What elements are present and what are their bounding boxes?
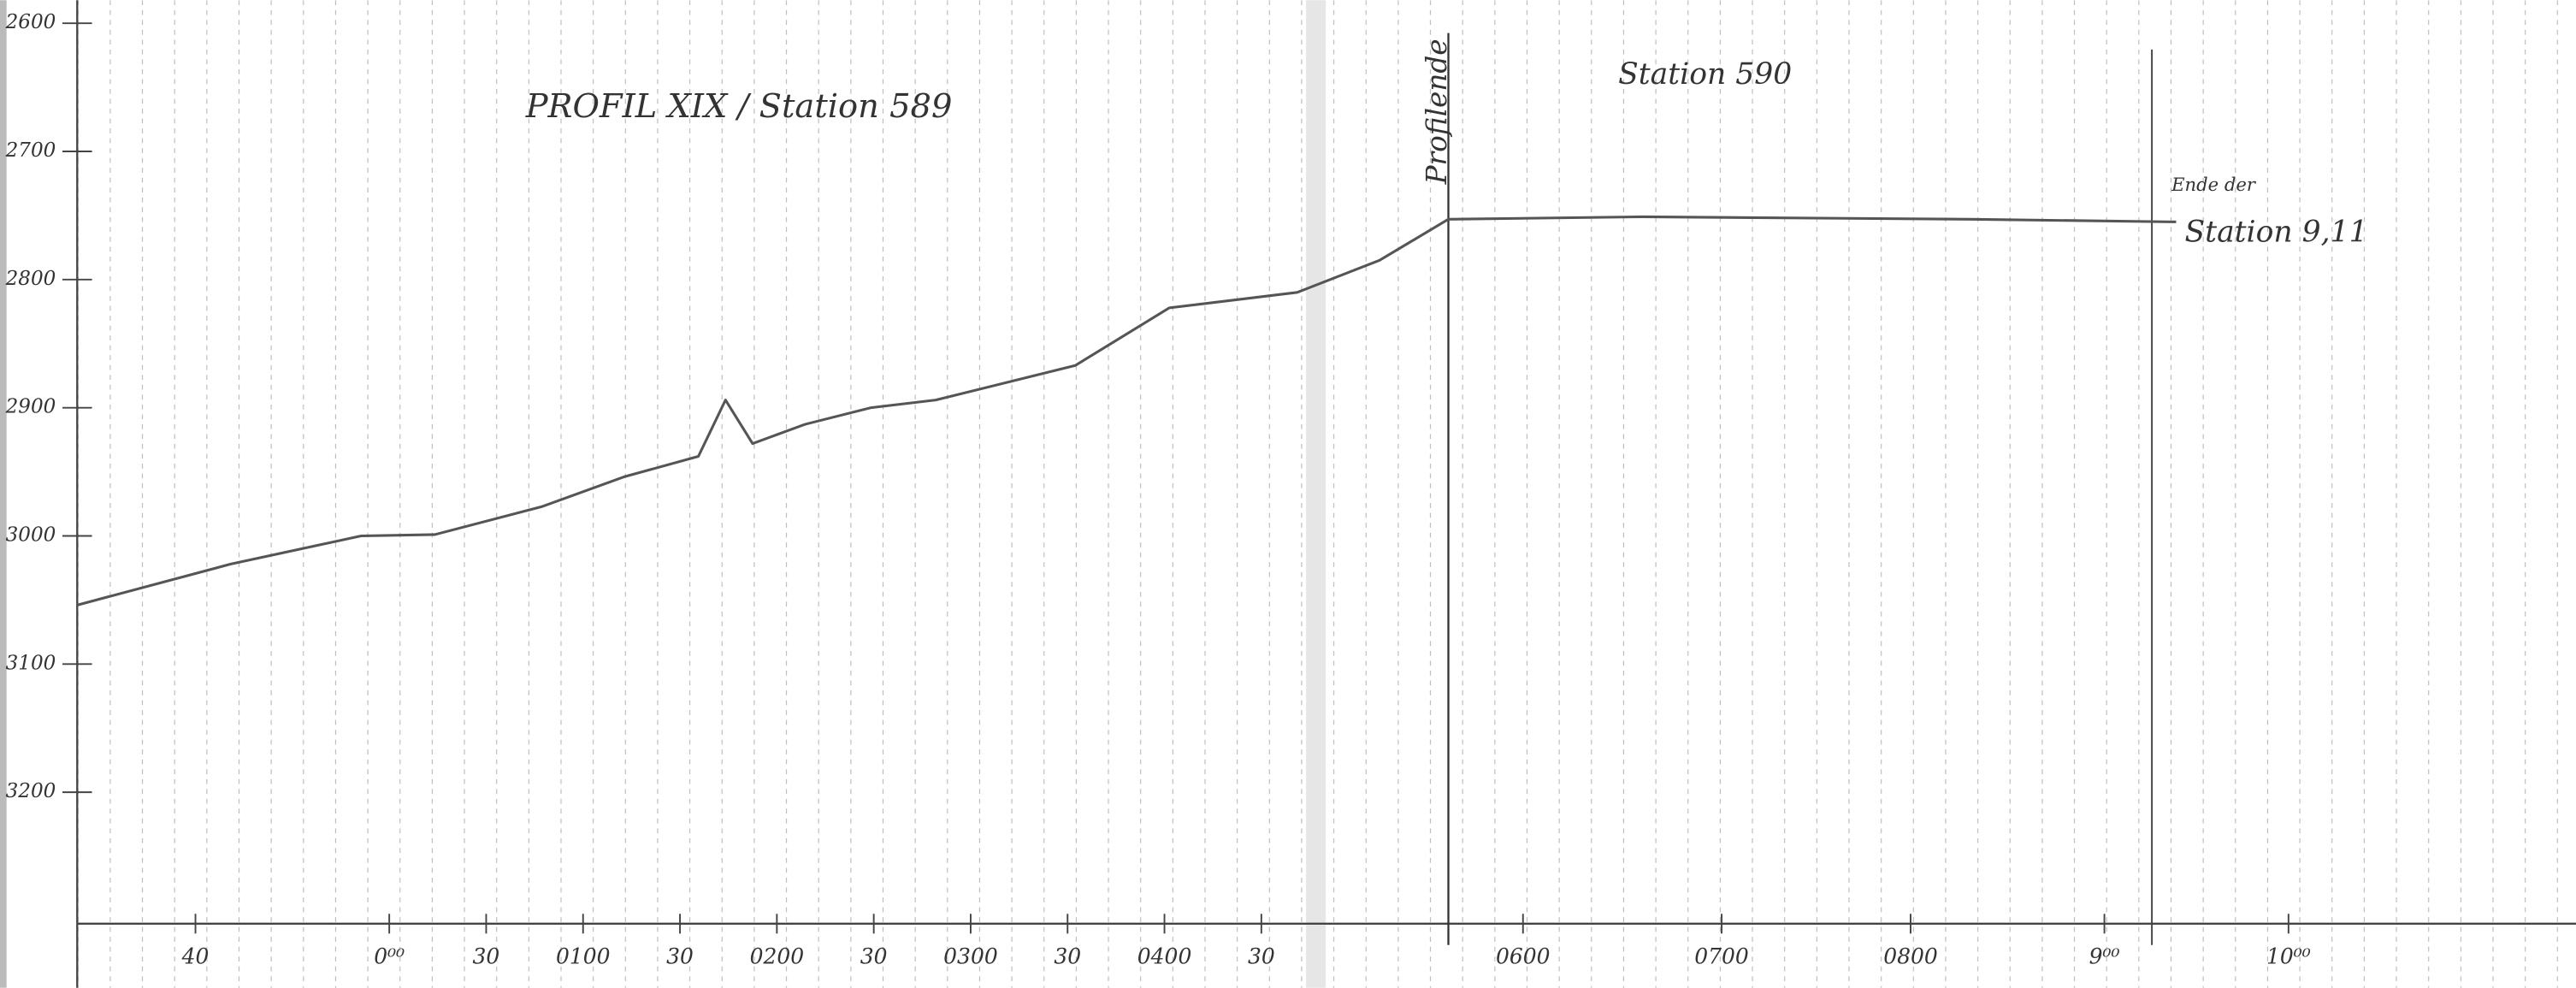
y-tick-label: 3000 <box>6 524 56 546</box>
x-tick-label: 30 <box>1248 944 1275 969</box>
profile-line <box>76 215 2177 606</box>
paper-edge <box>0 0 7 988</box>
x-tick-label: 0200 <box>750 944 805 969</box>
annotation: Profilende <box>1421 38 1453 185</box>
x-tick-label: 30 <box>860 944 888 969</box>
grid-area <box>77 0 2576 988</box>
x-tick-label: 0400 <box>1137 944 1192 969</box>
x-tick-label: 0⁰⁰ <box>374 944 405 969</box>
x-tick-label: 30 <box>1054 944 1081 969</box>
x-tick-label: 10⁰⁰ <box>2266 944 2311 969</box>
chart-subtitle: Station 590 <box>1618 57 1792 92</box>
x-tick-label: 30 <box>666 944 694 969</box>
y-tick-label: 3100 <box>6 652 56 674</box>
y-tick-label: 3200 <box>6 780 56 802</box>
x-tick-label: 0600 <box>1496 944 1551 969</box>
y-tick-label: 2600 <box>5 11 56 33</box>
x-tick-label: 0100 <box>556 944 611 969</box>
y-tick-label: 2700 <box>5 139 56 162</box>
x-tick-label: 40 <box>181 944 210 969</box>
y-tick-label: 2800 <box>5 268 56 290</box>
annotation: Station 9,11 <box>2185 216 2368 250</box>
x-tick-label: 0800 <box>1883 944 1938 969</box>
x-tick-label: 30 <box>473 944 500 969</box>
x-tick-label: 0700 <box>1694 944 1749 969</box>
x-tick-label: 0300 <box>943 944 998 969</box>
x-tick-label: 9⁰⁰ <box>2089 944 2120 969</box>
chart-title: PROFIL XIX / Station 589 <box>525 87 953 126</box>
annotation: Ende der <box>2171 174 2257 195</box>
y-tick-label: 2900 <box>5 396 56 418</box>
